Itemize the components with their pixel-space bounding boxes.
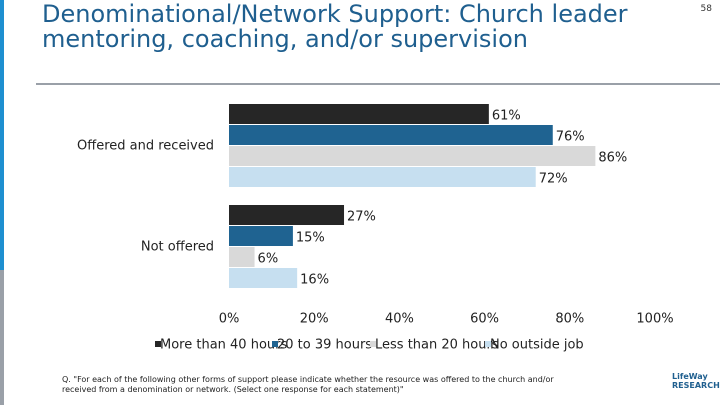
bar bbox=[229, 125, 553, 145]
legend-swatch bbox=[370, 341, 376, 347]
footnote: Q. "For each of the following other form… bbox=[62, 375, 554, 394]
page-number: 58 bbox=[700, 4, 712, 14]
data-label: 15% bbox=[296, 231, 325, 246]
x-tick-label: 80% bbox=[555, 312, 584, 327]
side-strip bbox=[0, 270, 4, 405]
bar bbox=[229, 268, 298, 288]
data-label: 16% bbox=[300, 273, 329, 288]
legend-swatch bbox=[155, 341, 161, 347]
data-label: 72% bbox=[539, 172, 568, 187]
bar bbox=[229, 146, 596, 166]
category-label: Offered and received bbox=[77, 139, 214, 154]
logo: LifeWay RESEARCH bbox=[672, 372, 720, 390]
legend-label: More than 40 hours bbox=[160, 338, 287, 353]
x-tick-label: 100% bbox=[636, 312, 673, 327]
x-tick-label: 0% bbox=[219, 312, 240, 327]
data-label: 86% bbox=[598, 151, 627, 166]
data-label: 61% bbox=[492, 109, 521, 124]
legend-label: 20 to 39 hours bbox=[277, 338, 372, 353]
bar bbox=[229, 226, 293, 246]
x-tick-label: 40% bbox=[385, 312, 414, 327]
data-label: 76% bbox=[556, 130, 585, 145]
legend-label: Less than 20 hours bbox=[375, 338, 499, 353]
bar bbox=[229, 104, 489, 124]
legend-swatch bbox=[272, 341, 278, 347]
data-label: 6% bbox=[258, 252, 279, 267]
side-strip bbox=[0, 0, 4, 270]
category-label: Not offered bbox=[141, 240, 214, 255]
legend-label: No outside job bbox=[490, 338, 584, 353]
data-label: 27% bbox=[347, 210, 376, 225]
x-tick-label: 20% bbox=[300, 312, 329, 327]
x-tick-label: 60% bbox=[470, 312, 499, 327]
chart-title: Denominational/Network Support: Church l… bbox=[42, 0, 628, 53]
legend-swatch bbox=[485, 341, 491, 347]
bar bbox=[229, 167, 536, 187]
bar bbox=[229, 247, 255, 267]
bar bbox=[229, 205, 345, 225]
